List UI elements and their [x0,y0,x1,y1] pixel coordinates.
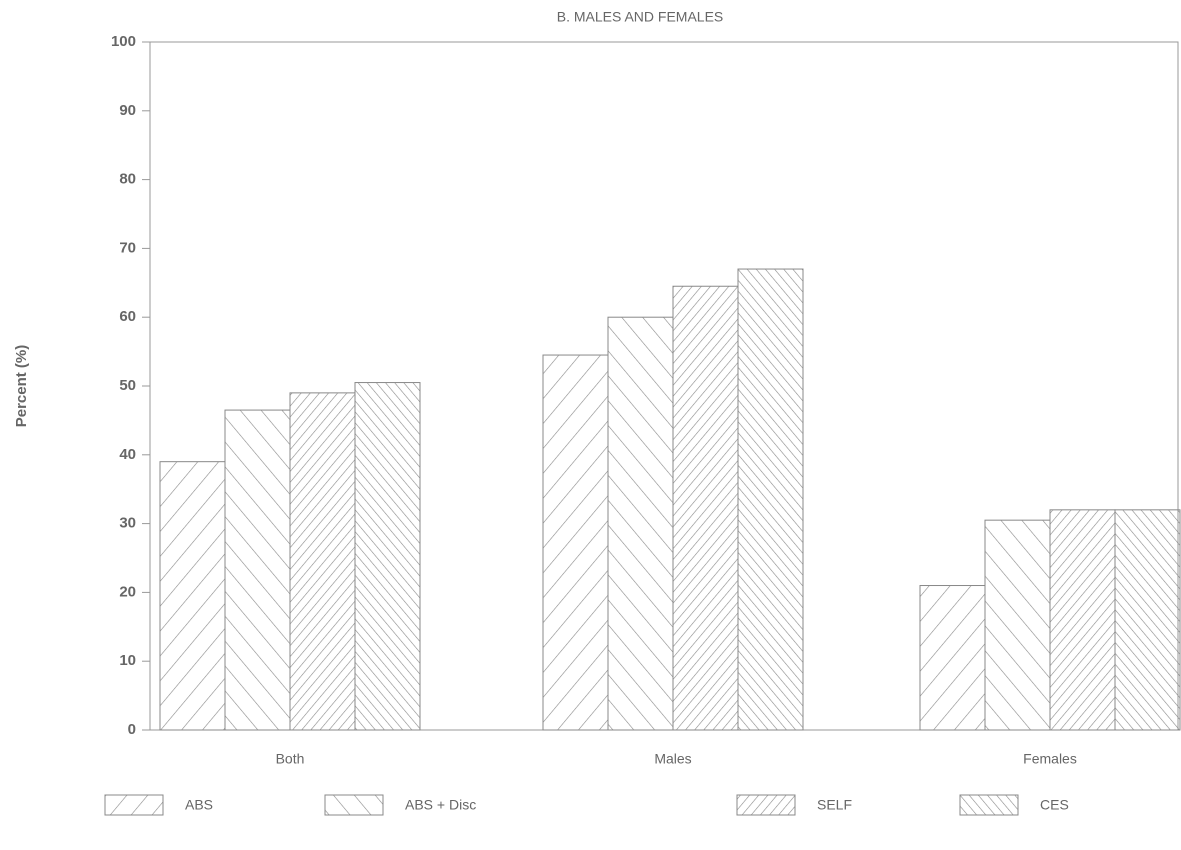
bar [672,285,739,731]
legend-label: SELF [817,797,852,813]
bar [354,382,421,731]
y-tick-label: 50 [119,377,136,394]
y-tick-label: 20 [119,583,136,600]
x-tick-label: Both [276,751,305,767]
bar [919,585,986,731]
legend-label: ABS [185,797,213,813]
y-tick-label: 70 [119,239,136,256]
bar [984,519,1051,731]
y-tick-label: 90 [119,102,136,119]
legend-swatch [959,794,1019,816]
legend-label: CES [1040,797,1069,813]
x-tick-label: Males [654,751,691,767]
legend-swatch [324,794,384,816]
y-tick-label: 80 [119,171,136,188]
y-tick-label: 30 [119,515,136,532]
y-tick-label: 100 [111,33,136,50]
y-axis-label: Percent (%) [13,345,30,428]
chart-title: B. MALES AND FEMALES [557,9,724,25]
y-tick-label: 40 [119,446,136,463]
bar [159,461,226,731]
legend-label: ABS + Disc [405,797,476,813]
bar [1049,509,1116,731]
bar [224,409,291,731]
y-tick-label: 60 [119,308,136,325]
x-tick-label: Females [1023,751,1077,767]
legend-swatch [104,794,164,816]
bar [542,354,609,731]
legend-swatch [736,794,796,816]
bar [289,392,356,731]
bar [607,316,674,731]
bar [737,268,804,731]
y-tick-label: 0 [128,721,136,738]
y-tick-label: 10 [119,652,136,669]
bar [1114,509,1181,731]
